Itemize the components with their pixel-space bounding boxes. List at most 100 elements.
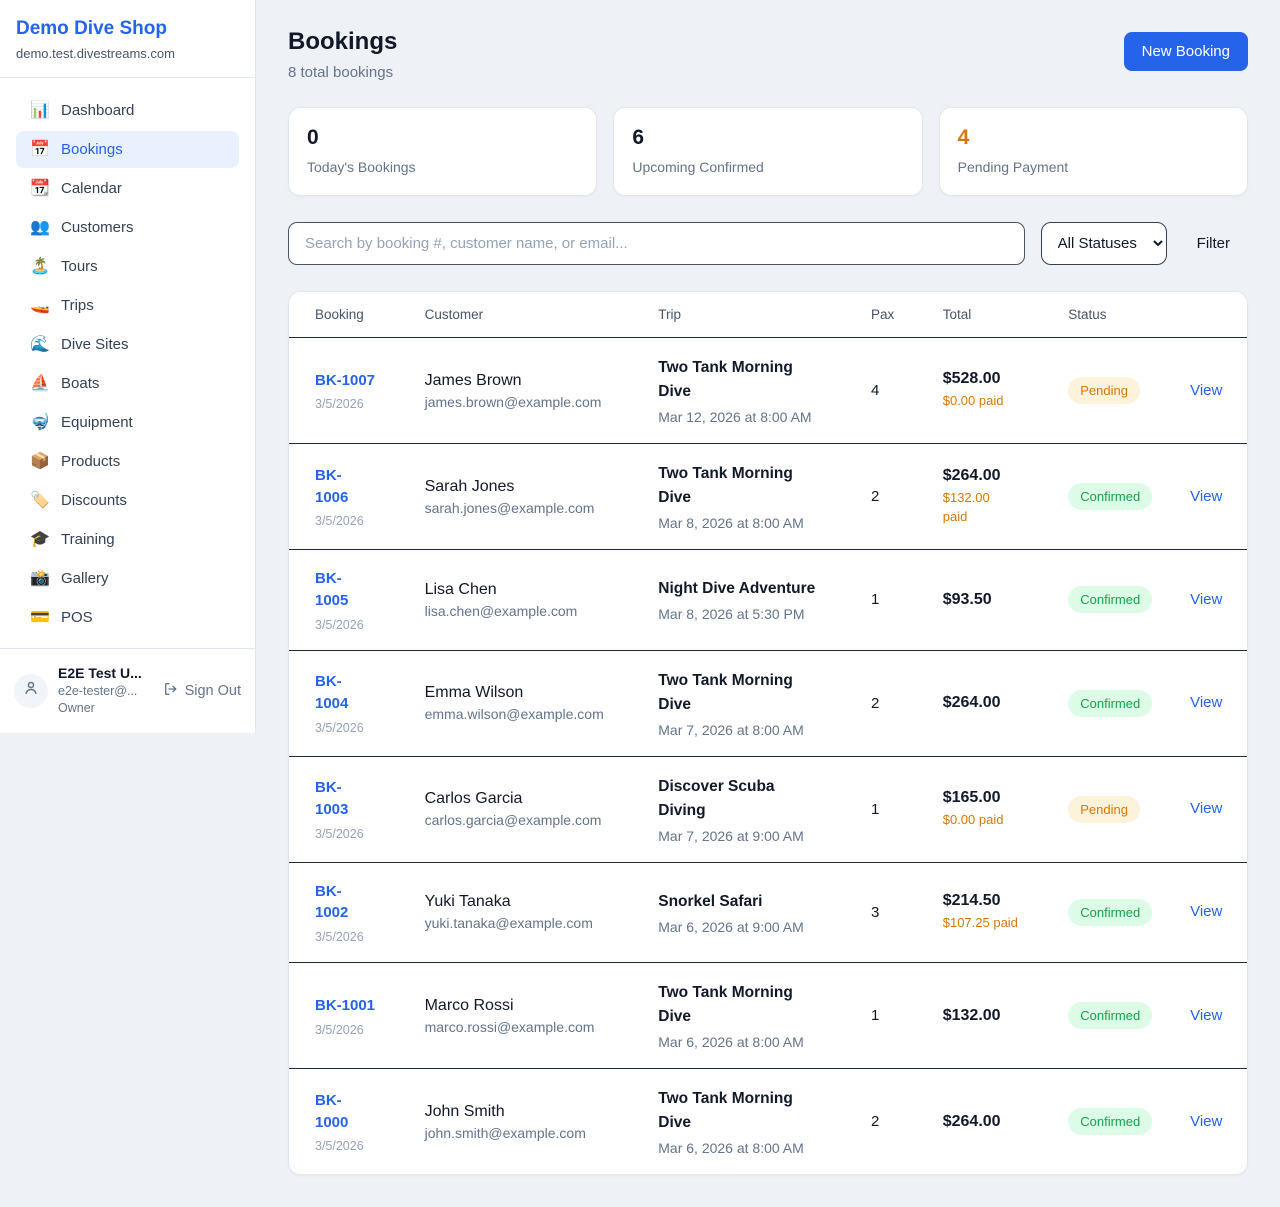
view-cell: View [1178, 756, 1247, 862]
sidebar-item-trips[interactable]: 🚤 Trips [16, 287, 239, 324]
customer-name: Sarah Jones [424, 477, 515, 495]
view-cell: View [1178, 338, 1247, 444]
graduation-cap-icon: 🎓 [30, 530, 50, 548]
pax-cell: 4 [871, 382, 880, 400]
booking-number-link[interactable]: BK-1007 [315, 371, 376, 389]
sidebar-item-tours[interactable]: 🏝️ Tours [16, 248, 239, 285]
status-cell: Confirmed [1056, 1069, 1178, 1175]
trip-name: Two Tank Morning Dive [658, 984, 793, 1026]
customer-name: James Brown [424, 371, 522, 389]
paid-amount: $0.00 paid [942, 393, 1004, 409]
table-row: BK-1001 3/5/2026 Marco Rossi marco.rossi… [289, 962, 1247, 1069]
pax-cell: 1 [871, 800, 880, 818]
filter-controls: All Statuses Filter [288, 222, 1248, 265]
nav-item-label: Dive Sites [61, 336, 129, 353]
column-header-status: Status [1068, 307, 1107, 322]
sidebar-item-customers[interactable]: 👥 Customers [16, 209, 239, 246]
customer-name: Carlos Garcia [424, 790, 523, 808]
dive-mask-icon: 🤿 [30, 413, 50, 431]
sidebar-item-products[interactable]: 📦 Products [16, 443, 239, 480]
booking-date: 3/5/2026 [315, 397, 364, 412]
booking-number-link[interactable]: BK- 1000 [315, 1091, 349, 1131]
sidebar-item-pos[interactable]: 💳 POS [16, 599, 239, 636]
pax-cell: 3 [871, 903, 880, 921]
nav-item-label: Boats [61, 375, 100, 392]
sidebar-item-discounts[interactable]: 🏷️ Discounts [16, 482, 239, 519]
sidebar-item-dashboard[interactable]: 📊 Dashboard [16, 92, 239, 129]
view-link[interactable]: View [1190, 694, 1223, 712]
status-badge: Confirmed [1068, 898, 1153, 926]
total-cell: $165.00 $0.00 paid [931, 756, 1057, 862]
trip-datetime: Mar 8, 2026 at 5:30 PM [658, 606, 805, 623]
search-input[interactable] [288, 222, 1025, 265]
sidebar-item-training[interactable]: 🎓 Training [16, 521, 239, 558]
trip-cell: Two Tank Morning Dive Mar 12, 2026 at 8:0… [646, 338, 859, 444]
pax-cell: 2 [871, 1113, 880, 1131]
customer-cell: Yuki Tanaka yuki.tanaka@example.com [413, 862, 647, 963]
trip-cell: Two Tank Morning Dive Mar 7, 2026 at 8:00… [646, 650, 859, 756]
status-cell: Pending [1056, 756, 1178, 862]
trip-datetime: Mar 7, 2026 at 8:00 AM [658, 721, 804, 738]
booking-number-link[interactable]: BK-1001 [315, 996, 376, 1014]
status-cell: Pending [1056, 338, 1178, 444]
view-link[interactable]: View [1190, 590, 1223, 608]
column-header-actions [1178, 292, 1247, 337]
view-link[interactable]: View [1190, 800, 1223, 818]
view-cell: View [1178, 550, 1247, 651]
trip-datetime: Mar 6, 2026 at 8:00 AM [658, 1140, 804, 1157]
bookings-table: Booking Customer Trip Pax Total Status BK-100… [289, 292, 1247, 1174]
view-link[interactable]: View [1190, 1112, 1223, 1130]
view-link[interactable]: View [1190, 381, 1223, 399]
stat-label: Pending Payment [957, 159, 1069, 175]
user-role: Owner [58, 700, 95, 715]
booking-date: 3/5/2026 [315, 826, 364, 841]
sidebar-item-dive-sites[interactable]: 🌊 Dive Sites [16, 326, 239, 363]
trip-cell: Two Tank Morning Dive Mar 6, 2026 at 8:00… [646, 1069, 859, 1175]
stat-card: 6 Upcoming Confirmed [613, 107, 923, 196]
sidebar-item-boats[interactable]: ⛵ Boats [16, 365, 239, 402]
booking-date: 3/5/2026 [315, 1139, 364, 1154]
wave-icon: 🌊 [30, 335, 50, 353]
view-link[interactable]: View [1190, 903, 1223, 921]
paid-amount: $132.00 paid [942, 490, 990, 524]
sidebar-header: Demo Dive Shop demo.test.divestreams.com [0, 0, 255, 78]
sidebar-item-bookings[interactable]: 📅 Bookings [16, 131, 239, 168]
total-amount: $165.00 [942, 789, 1001, 807]
total-amount: $264.00 [942, 1112, 1001, 1130]
stat-label: Today's Bookings [307, 159, 416, 175]
sign-out-label: Sign Out [184, 682, 241, 699]
customer-email: emma.wilson@example.com [424, 706, 604, 723]
status-badge: Confirmed [1068, 689, 1153, 717]
status-badge: Confirmed [1068, 1108, 1153, 1136]
table-row: BK-1007 3/5/2026 James Brown james.brown… [289, 337, 1247, 444]
total-amount: $93.50 [942, 590, 992, 608]
sign-out-button[interactable]: Sign Out [163, 681, 241, 701]
view-link[interactable]: View [1190, 1006, 1223, 1024]
customer-name: John Smith [424, 1102, 505, 1120]
new-booking-button[interactable]: New Booking [1123, 32, 1248, 71]
booking-number-link[interactable]: BK- 1006 [315, 466, 349, 506]
filter-button[interactable]: Filter [1183, 235, 1248, 252]
booking-date: 3/5/2026 [315, 720, 364, 735]
total-amount: $264.00 [942, 694, 1001, 712]
total-cell: $214.50 $107.25 paid [931, 862, 1057, 963]
pax-cell: 2 [871, 488, 880, 506]
booking-number-link[interactable]: BK- 1005 [315, 570, 349, 609]
sidebar-item-calendar[interactable]: 📆 Calendar [16, 170, 239, 207]
column-header-total: Total [942, 307, 972, 322]
user-name: E2E Test U... [58, 665, 142, 681]
view-cell: View [1178, 1069, 1247, 1175]
booking-number-link[interactable]: BK- 1004 [315, 673, 349, 713]
stats-row: 0 Today's Bookings 6 Upcoming Confirmed 4 Pen… [288, 107, 1248, 196]
status-filter-select[interactable]: All Statuses [1040, 222, 1167, 265]
view-link[interactable]: View [1190, 487, 1223, 505]
sidebar-item-gallery[interactable]: 📸 Gallery [16, 560, 239, 597]
booking-number-link[interactable]: BK- 1002 [315, 882, 349, 922]
booking-cell: BK- 1000 3/5/2026 [289, 1069, 413, 1175]
booking-number-link[interactable]: BK- 1003 [315, 779, 349, 819]
shop-name: Demo Dive Shop [16, 18, 167, 39]
table-row: BK- 1006 3/5/2026 Sarah Jones sarah.jones… [289, 443, 1247, 550]
nav-item-label: Equipment [61, 414, 133, 431]
sidebar-item-equipment[interactable]: 🤿 Equipment [16, 404, 239, 441]
